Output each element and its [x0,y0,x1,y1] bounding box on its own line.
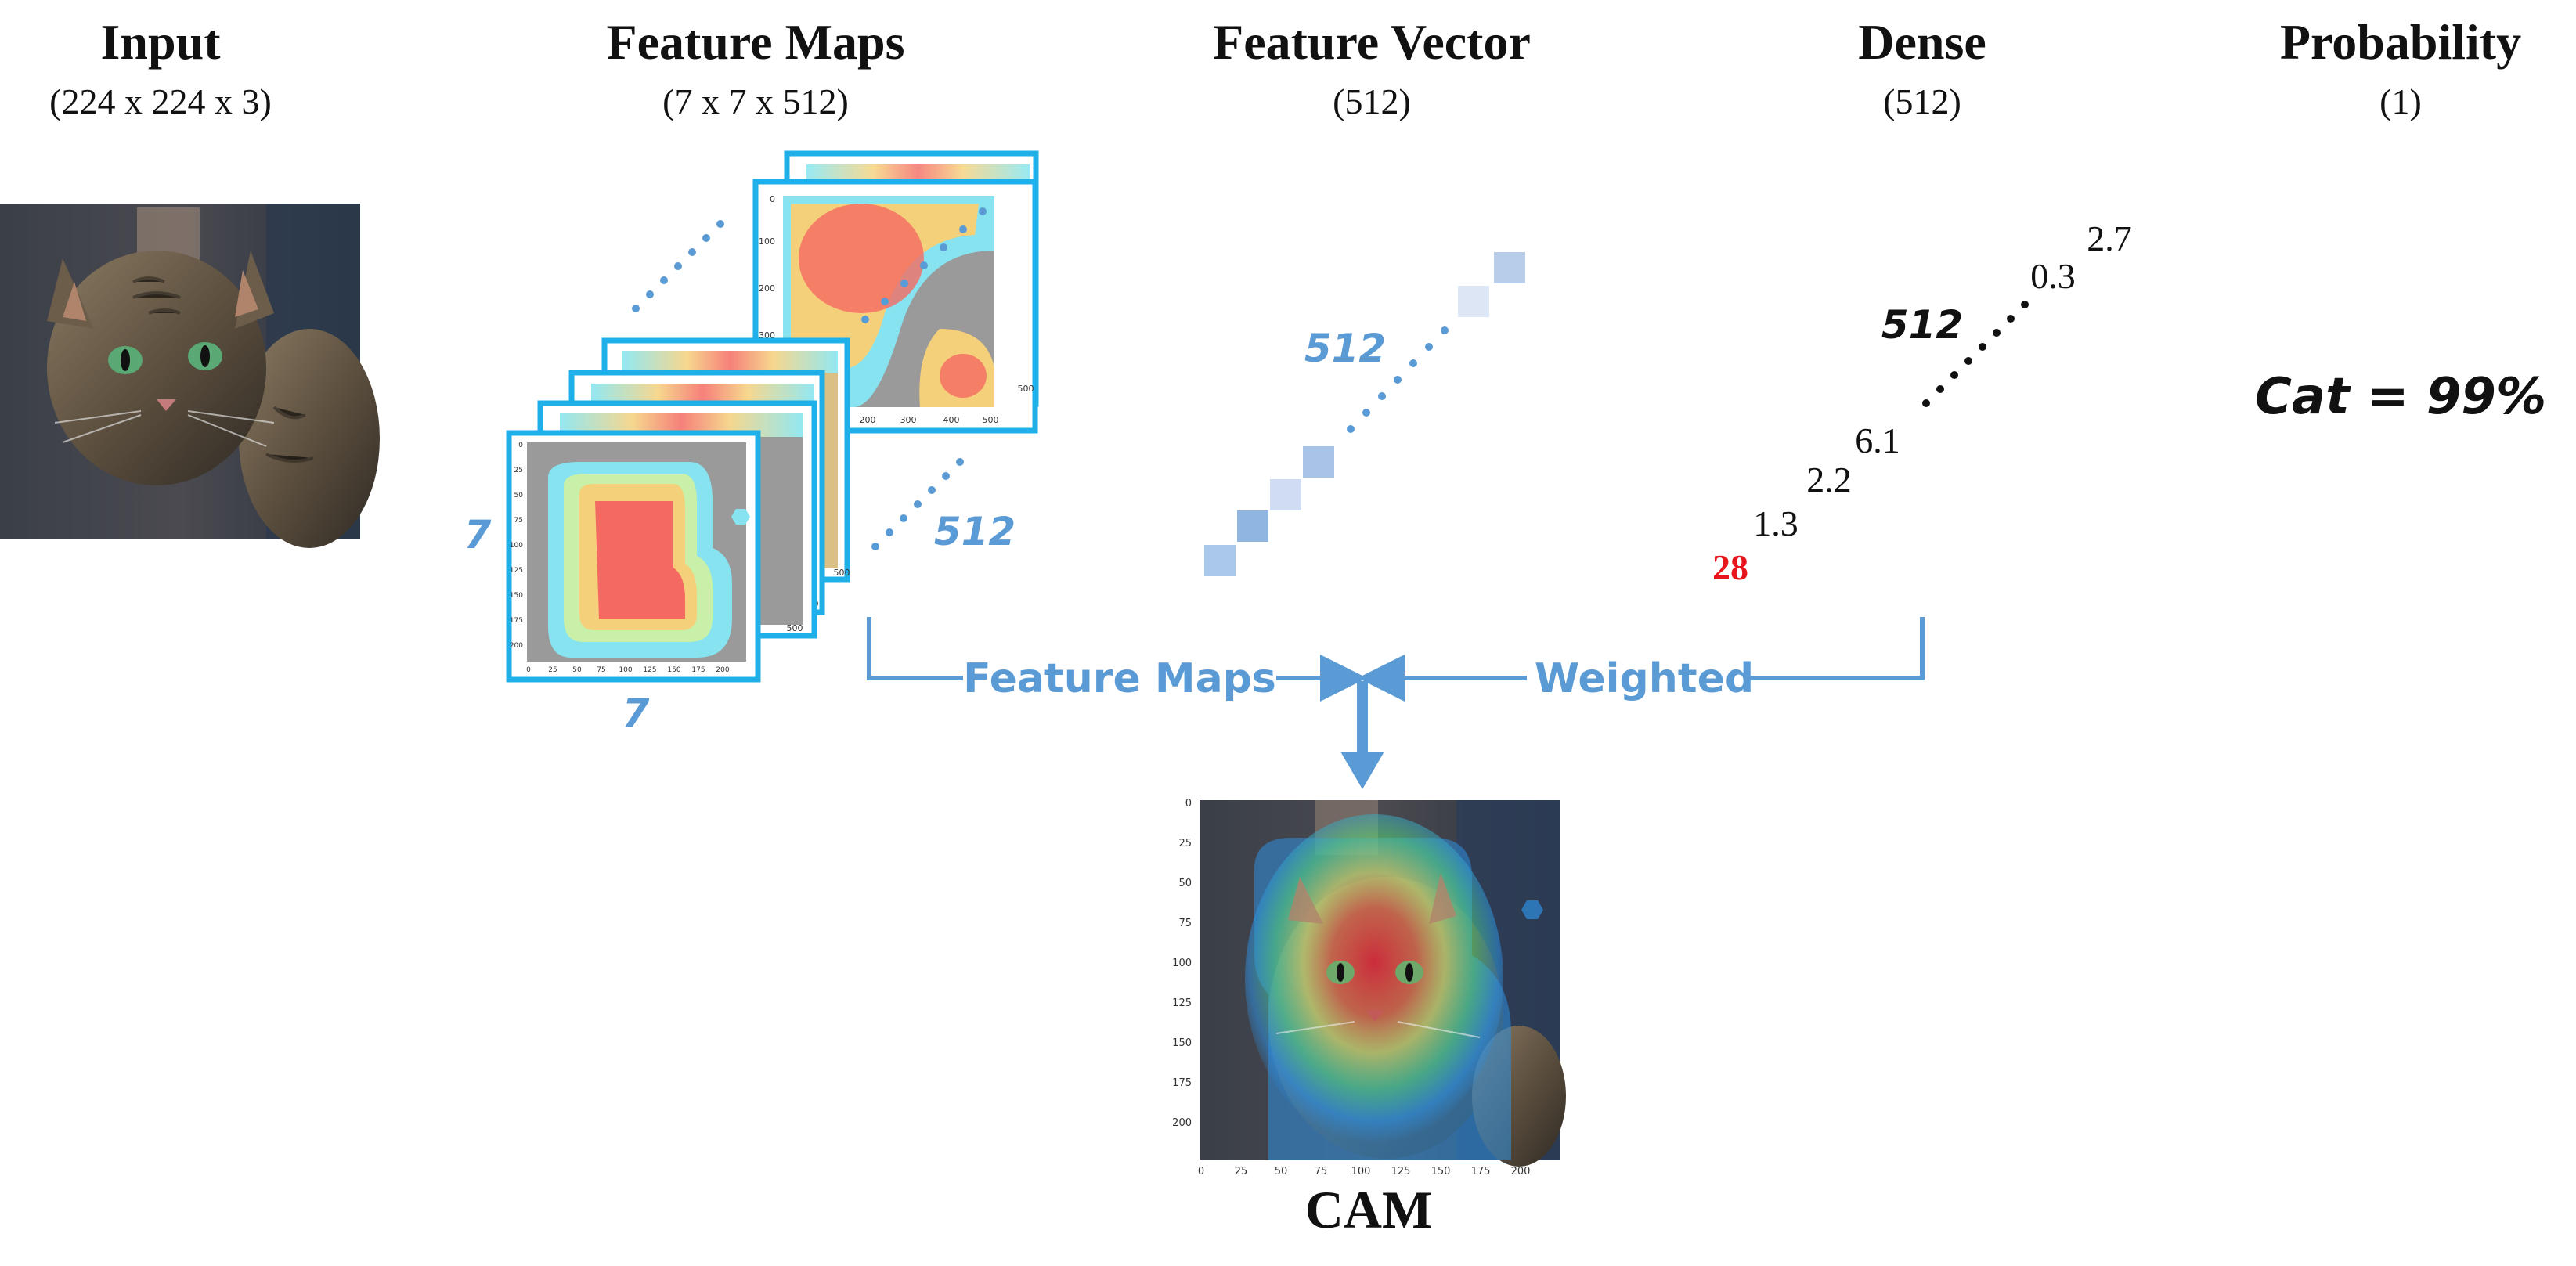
cam-tick-x3: 75 [1315,1166,1328,1178]
dense-value-highlight: 28 [1712,547,1748,587]
header-dense-title: Dense [1858,14,1986,70]
feature-map-front: 0 25 50 75 100 125 150 175 200 0 25 50 7… [506,430,761,683]
header-dense-dims: (512) [1883,81,1961,121]
header-input-dims: (224 x 224 x 3) [49,81,272,121]
back-map-tick-x2: 400 [943,415,960,425]
header-probability: Probability (1) [2280,14,2521,121]
feature-vector: 512 [1204,252,1525,576]
flow-label-weighted: Weighted [1535,655,1754,702]
side-map-tick: 500 [1018,384,1034,394]
back-map-tick-y2: 200 [759,283,775,294]
dense-value: 6.1 [1855,420,1900,460]
feature-vector-cell [1458,286,1489,317]
cam-tick-x5: 125 [1391,1166,1411,1178]
front-map-tick-x2: 50 [572,666,582,674]
mid-map-tick-1: 500 [834,568,850,578]
cam-tick-y0: 0 [1185,798,1192,810]
front-map-tick-x0: 0 [526,666,531,674]
cam-tick-y4: 100 [1172,958,1192,969]
cam-tick-x0: 0 [1198,1166,1204,1178]
front-map-tick-x8: 200 [716,666,729,674]
cam-tick-x2: 50 [1275,1166,1288,1178]
feature-maps-ellipsis-top [632,220,724,312]
dense-value: 2.7 [2087,218,2132,258]
dense-value: 2.2 [1806,460,1852,500]
cam-heatmap: 0 25 50 75 100 125 150 175 200 0 25 50 7… [1172,798,1566,1178]
flow-left-bracket [867,617,963,680]
dense-value: 0.3 [2030,256,2076,296]
header-input-title: Input [101,14,222,70]
feature-vector-cell [1494,252,1525,283]
flow-connector [867,617,1925,756]
cam-tick-y3: 75 [1178,918,1192,929]
front-map-tick-x6: 150 [667,666,680,674]
front-map-tick-x1: 25 [548,666,557,674]
header-feature-maps: Feature Maps (7 x 7 x 512) [607,14,905,121]
cam-tick-x8: 200 [1511,1166,1531,1178]
front-map-tick-x7: 175 [691,666,705,674]
header-feature-maps-title: Feature Maps [607,14,905,70]
cam-tick-y6: 150 [1172,1037,1192,1049]
cam-tick-y8: 200 [1172,1117,1192,1129]
front-map-tick-y6: 150 [510,592,523,600]
feature-maps-ellipsis-bottom [871,458,964,550]
header-feature-vector-dims: (512) [1333,81,1411,121]
back-map-tick-x1: 300 [900,415,917,425]
cam-tick-y5: 125 [1172,997,1192,1009]
cam-tick-y7: 175 [1172,1077,1192,1089]
cam-tick-x6: 150 [1431,1166,1451,1178]
feature-maps-ellipsis-inner [861,207,987,323]
feature-vector-size-label: 512 [1304,326,1386,371]
feature-map-depth-label: 512 [934,509,1016,554]
back-map-tick-x3: 500 [983,415,999,425]
front-map-tick-x4: 100 [619,666,632,674]
dense-size-label: 512 [1881,302,1963,348]
cam-label: CAM [1305,1180,1432,1239]
dense-ellipsis [1922,301,2029,407]
dense-value: 1.3 [1753,503,1799,543]
header-feature-maps-dims: (7 x 7 x 512) [662,81,849,121]
input-cat-image [0,204,380,548]
cam-tick-x1: 25 [1235,1166,1248,1178]
header-probability-title: Probability [2280,14,2521,70]
back-map-tick-y0: 0 [770,194,775,204]
front-map-tick-y7: 175 [510,617,523,625]
front-map-tick-x3: 75 [597,666,605,674]
feature-vector-ellipsis [1347,326,1449,433]
front-map-tick-x5: 125 [643,666,656,674]
header-probability-dims: (1) [2379,81,2422,121]
front-map-tick-y5: 125 [510,567,523,575]
feature-vector-cell [1204,545,1236,576]
flow-label-feature-maps: Feature Maps [963,655,1276,702]
back-map-tick-x0: 200 [860,415,876,425]
front-map-tick-y2: 50 [514,492,524,500]
front-map-tick-y3: 75 [514,517,523,525]
mid-map-tick-3: 500 [787,623,803,633]
feature-vector-cell [1237,510,1268,542]
flow-right-bracket [1750,617,1925,680]
feature-maps-stack: 0 100 200 300 200 300 400 500 500 500 50… [464,150,1039,736]
cam-tick-y2: 50 [1178,878,1192,889]
feature-map-width-label: 7 [622,691,650,736]
cam-tick-x7: 175 [1471,1166,1491,1178]
header-input: Input (224 x 224 x 3) [49,14,272,121]
header-feature-vector-title: Feature Vector [1213,14,1531,70]
feature-map-height-label: 7 [464,512,492,557]
flow-down-arrowhead [1340,752,1384,789]
probability-result: Cat = 99% [2255,368,2546,426]
feature-vector-cell [1270,479,1301,510]
cam-tick-y1: 25 [1178,838,1192,849]
dense-weights: 28 1.3 2.2 6.1 0.3 2.7 512 [1712,218,2132,587]
feature-vector-cell [1303,446,1334,478]
header-feature-vector: Feature Vector (512) [1213,14,1531,121]
header-dense: Dense (512) [1858,14,1986,121]
front-map-tick-y4: 100 [510,542,523,550]
front-map-tick-y0: 0 [518,442,523,449]
cam-tick-x4: 100 [1351,1166,1371,1178]
front-map-tick-y8: 200 [510,642,523,650]
front-map-tick-y1: 25 [514,467,523,474]
back-map-tick-y1: 100 [759,236,775,247]
